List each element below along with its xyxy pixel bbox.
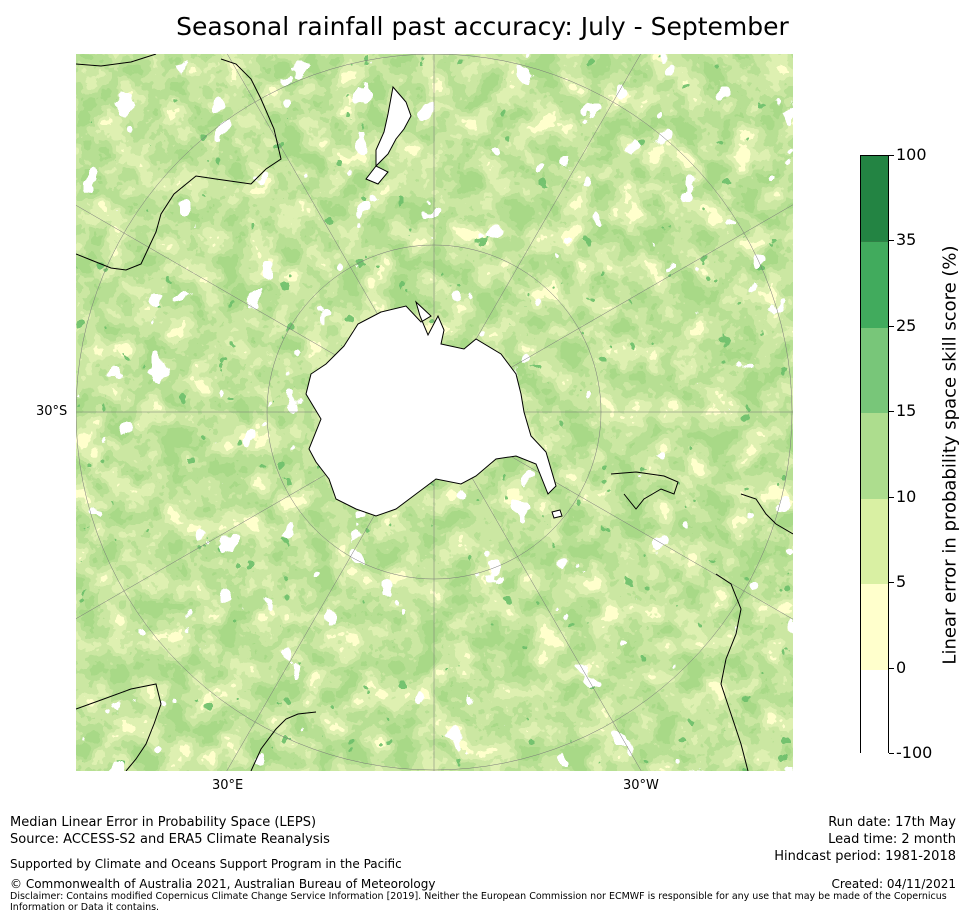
colorbar-tick <box>889 753 894 754</box>
footer-method: Median Linear Error in Probability Space… <box>10 815 317 830</box>
colorbar-segment <box>861 326 888 414</box>
meridian-line <box>226 459 407 771</box>
meridian-line <box>481 204 793 385</box>
meridian-line <box>76 205 387 385</box>
footer-disclaimer: Disclaimer: Contains modified Copernicus… <box>10 891 947 913</box>
colorbar-tick-label: 0 <box>896 657 907 677</box>
colorbar-tick <box>889 325 894 327</box>
footer-source: Source: ACCESS-S2 and ERA5 Climate Reana… <box>10 832 330 847</box>
meridian-line <box>76 439 387 619</box>
footer-lead-time: Lead time: 2 month <box>828 832 956 847</box>
footer-created: Created: 04/11/2021 <box>831 877 956 891</box>
colorbar-tick-label: 100 <box>896 145 927 164</box>
colorbar-segment <box>861 241 888 328</box>
meridian-line <box>461 54 641 365</box>
colorbar-tick <box>889 411 894 413</box>
falklands <box>551 509 563 519</box>
colorbar-tick-label: -100 <box>896 743 933 762</box>
australia <box>76 54 282 271</box>
colorbar-segment <box>861 412 888 499</box>
map-canvas <box>76 54 793 771</box>
colorbar-segment <box>861 583 888 670</box>
colorbar-segment <box>861 156 888 242</box>
colorbar-tick-label: 5 <box>896 572 907 592</box>
colorbar <box>860 155 889 755</box>
colorbar-tick-label: 35 <box>896 230 917 250</box>
colorbar-tick <box>889 240 894 242</box>
footer-supported: Supported by Climate and Oceans Support … <box>10 857 402 871</box>
footer-copyright: © Commonwealth of Australia 2021, Austra… <box>10 877 436 891</box>
lon-label-30w: 30°W <box>623 778 659 793</box>
footer-hindcast: Hindcast period: 1981-2018 <box>774 849 956 864</box>
new-zealand-north <box>375 85 412 168</box>
colorbar-tick <box>889 582 894 584</box>
colorbar-tick-label: 15 <box>896 401 917 421</box>
meridian-line <box>461 459 642 771</box>
colorbar-tick-label: 10 <box>896 486 917 506</box>
coastlines <box>76 54 793 771</box>
meridian-line <box>227 54 407 365</box>
south-america <box>610 471 793 771</box>
colorbar-tick <box>889 667 894 669</box>
lat-label-30s: 30°S <box>36 404 68 419</box>
antarctica <box>305 300 557 517</box>
africa <box>76 683 317 771</box>
lon-label-30e: 30°E <box>212 778 244 793</box>
colorbar-tick <box>889 155 894 156</box>
new-zealand-south <box>365 165 389 185</box>
colorbar-tick-label: 25 <box>896 315 917 335</box>
footer-run-date: Run date: 17th May <box>828 815 956 830</box>
chart-title: Seasonal rainfall past accuracy: July - … <box>176 12 789 41</box>
polar-map[interactable] <box>76 54 793 771</box>
colorbar-segment <box>861 668 888 755</box>
colorbar-segment <box>861 497 888 585</box>
colorbar-tick <box>889 496 894 498</box>
colorbar-title: Linear error in probability space skill … <box>939 245 961 665</box>
